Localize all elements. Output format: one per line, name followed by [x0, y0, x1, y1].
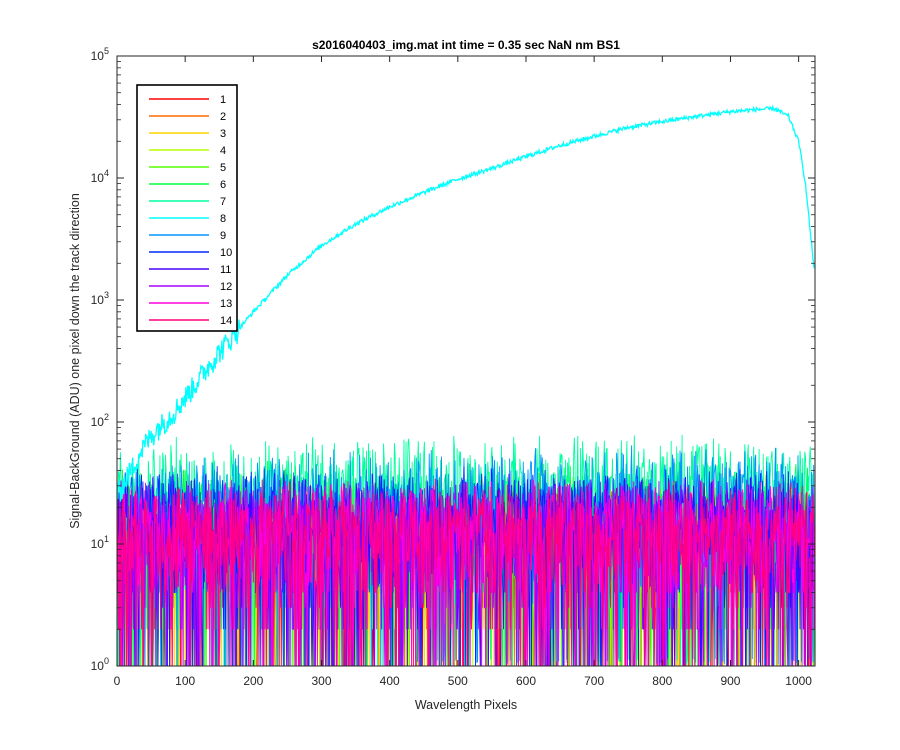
x-tick-label: 300 [311, 674, 331, 688]
x-tick-label: 700 [584, 674, 604, 688]
x-tick-label: 0 [114, 674, 121, 688]
legend-label-9: 9 [220, 230, 226, 242]
legend-label-12: 12 [220, 281, 232, 293]
y-tick-label: 101 [91, 534, 109, 551]
x-tick-label: 600 [516, 674, 536, 688]
series-line-8 [117, 104, 815, 502]
series-layer [117, 104, 815, 666]
x-axis-label: Wavelength Pixels [415, 698, 517, 712]
x-tick-label: 100 [175, 674, 195, 688]
plot-frame [116, 55, 816, 667]
legend-label-7: 7 [220, 196, 226, 208]
legend-label-14: 14 [220, 315, 232, 327]
legend-box [136, 84, 238, 332]
legend-label-2: 2 [220, 111, 226, 123]
chart-title: s2016040403_img.mat int time = 0.35 sec … [312, 38, 620, 52]
x-tick-label: 200 [243, 674, 263, 688]
legend-label-11: 11 [220, 264, 231, 276]
x-tick-label: 800 [652, 674, 672, 688]
x-tick-label: 1000 [785, 674, 812, 688]
legend-label-3: 3 [220, 128, 226, 140]
axis-ticks: 0 100 200 300 400 500 600 700 800 900 100010010110… [91, 46, 815, 688]
y-tick-label: 105 [91, 46, 109, 63]
y-tick-label: 104 [91, 168, 109, 185]
x-tick-label: 400 [380, 674, 400, 688]
legend-label-5: 5 [220, 162, 226, 174]
legend-label-13: 13 [220, 298, 232, 310]
y-tick-label: 100 [91, 656, 109, 673]
legend-label-8: 8 [220, 213, 226, 225]
y-axis-label: Signal-BackGround (ADU) one pixel down t… [68, 193, 82, 529]
x-tick-label: 900 [720, 674, 740, 688]
legend-label-4: 4 [220, 145, 226, 157]
legend-label-6: 6 [220, 179, 226, 191]
series-line-14 [117, 478, 815, 666]
legend-label-10: 10 [220, 247, 232, 259]
y-tick-label: 102 [91, 412, 109, 429]
x-tick-label: 500 [448, 674, 468, 688]
y-tick-label: 103 [91, 290, 109, 307]
legend-label-1: 1 [220, 94, 226, 106]
